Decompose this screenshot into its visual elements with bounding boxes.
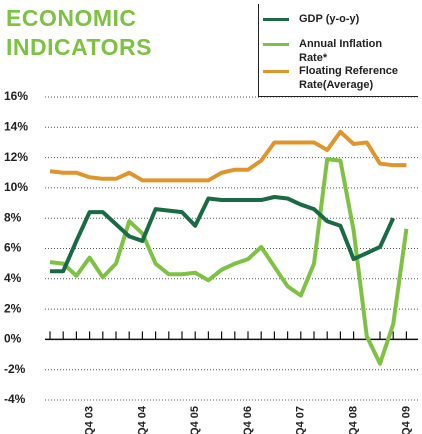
legend-label: GDP (y-o-y) <box>299 13 360 25</box>
y-tick-label: 0% <box>4 332 22 346</box>
legend-swatch <box>263 70 289 73</box>
chart-title: ECONOMIC INDICATORS <box>6 5 152 60</box>
x-tick-label: Q4 09 <box>400 406 412 434</box>
series-line <box>49 129 407 183</box>
series-line <box>49 157 409 366</box>
y-tick-label: -2% <box>4 362 26 376</box>
series-line <box>50 194 396 274</box>
x-tick-label: Q4 03 <box>84 406 96 434</box>
y-tick-label: -4% <box>4 392 26 406</box>
legend-item: GDP (y-o-y) <box>263 12 409 26</box>
x-tick-label: Q4 06 <box>242 406 254 434</box>
y-tick-label: 6% <box>4 241 22 255</box>
legend-label: Annual Inflation Rate* <box>299 38 383 64</box>
legend-item: Floating Reference Rate(Average) <box>263 64 409 92</box>
x-tick-label: Q4 05 <box>189 406 201 434</box>
legend-swatch <box>263 18 289 21</box>
y-tick-label: 14% <box>4 119 28 133</box>
legend-label: Floating Reference Rate(Average) <box>299 65 399 91</box>
y-tick-label: 12% <box>4 150 28 164</box>
legend: GDP (y-o-y) Annual Inflation Rate* Floatin… <box>258 4 418 97</box>
y-tick-label: 8% <box>4 210 22 224</box>
legend-item: Annual Inflation Rate* <box>263 37 409 65</box>
x-tick-label: Q4 04 <box>136 405 148 434</box>
x-tick-label: Q4 07 <box>295 406 307 434</box>
y-tick-label: 10% <box>4 180 28 194</box>
y-tick-label: 4% <box>4 271 22 285</box>
x-tick-label: Q4 08 <box>348 406 360 434</box>
legend-swatch <box>263 43 289 46</box>
y-tick-label: 16% <box>4 89 28 103</box>
y-tick-label: 2% <box>4 301 22 315</box>
